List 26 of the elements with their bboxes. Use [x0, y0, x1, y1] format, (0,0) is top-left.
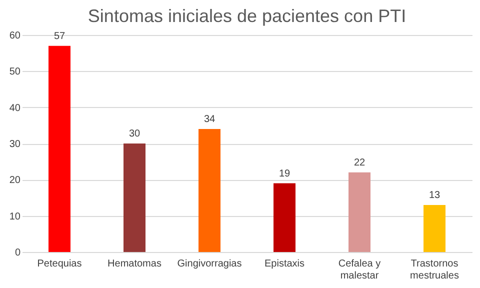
data-label: 22 — [354, 157, 366, 168]
x-tick-label: Hematomas — [108, 258, 162, 270]
data-label: 57 — [54, 30, 66, 42]
data-label: 13 — [428, 190, 440, 201]
bar — [48, 46, 70, 252]
bar — [198, 129, 220, 252]
bar — [274, 183, 296, 252]
y-tick-label: 20 — [9, 175, 21, 186]
y-tick-label: 40 — [9, 102, 21, 114]
bar — [124, 144, 146, 252]
bar — [348, 172, 370, 252]
x-tick-label: Trastornos mestruales — [410, 258, 459, 282]
bar — [424, 204, 446, 252]
chart-title: Sintomas iniciales de pacientes con PTI — [88, 6, 406, 26]
x-tick-label: Gingivorragias — [177, 258, 242, 270]
y-tick-label: 0 — [14, 248, 21, 258]
x-tick-label: Petequias — [37, 258, 82, 270]
data-label: 34 — [204, 114, 216, 126]
y-tick-label: 50 — [9, 66, 21, 78]
y-tick-label: 10 — [9, 211, 21, 222]
x-tick-label: Cefalea y malestar — [338, 258, 381, 282]
y-tick-label: 30 — [9, 139, 21, 150]
y-tick-label: 60 — [9, 30, 21, 42]
data-label: 19 — [278, 168, 290, 180]
data-label: 30 — [128, 128, 140, 140]
x-tick-label: Epistaxis — [264, 258, 305, 270]
